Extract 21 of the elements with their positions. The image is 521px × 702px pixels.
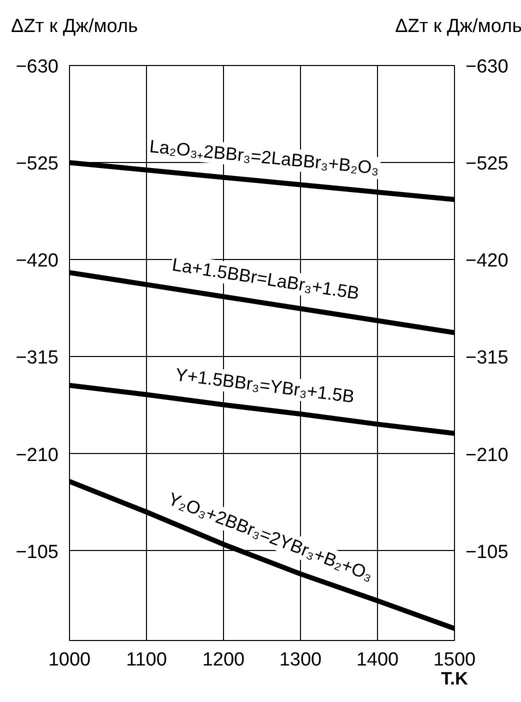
y-axis-title: ΔZт к Дж/моль: [11, 15, 138, 39]
x-tick-label: 1500: [433, 650, 476, 670]
x-tick-label: 1000: [48, 650, 91, 670]
x-axis-title: T.K: [441, 668, 468, 688]
y-tick-label: −210: [16, 444, 58, 466]
x-tick-label: 1400: [356, 650, 399, 670]
y-tick-label: −315: [16, 348, 58, 369]
y2-tick-label: −105: [466, 542, 508, 563]
x-tick-label: 1100: [126, 650, 167, 670]
y2-tick-label: −420: [466, 250, 508, 272]
y2-tick-label: −315: [466, 348, 508, 369]
y-tick-label: −525: [16, 154, 58, 175]
y2-tick-label: −210: [466, 444, 508, 466]
y-tick-label: −630: [16, 56, 58, 78]
y2-tick-label: −630: [466, 56, 508, 78]
y2-axis-title: ΔZт к Дж/моль: [395, 15, 521, 39]
y2-tick-label: −525: [466, 154, 508, 175]
y-tick-label: −105: [16, 542, 58, 563]
x-tick-label: 1300: [279, 650, 322, 670]
x-tick-label: 1200: [202, 650, 245, 670]
y-tick-label: −420: [16, 250, 58, 272]
